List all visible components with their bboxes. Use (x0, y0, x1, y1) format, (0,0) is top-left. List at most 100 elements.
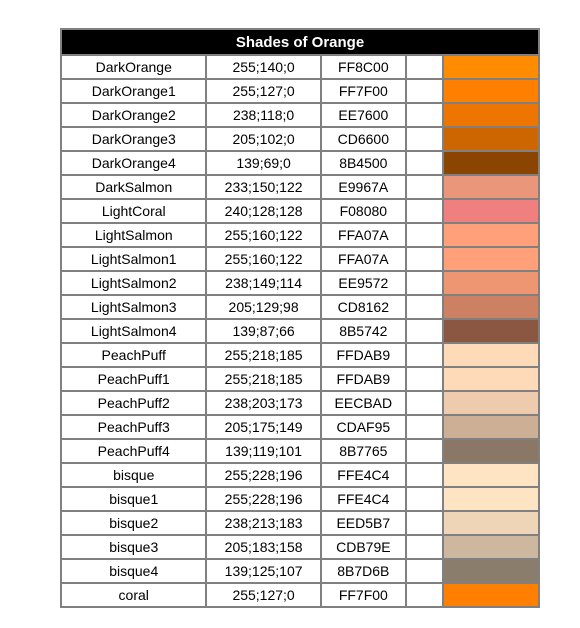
color-rgb-cell: 205;175;149 (206, 415, 320, 439)
color-swatch-cell (443, 463, 539, 487)
table-row: LightSalmon1255;160;122FFA07A (61, 247, 539, 271)
spacer-cell (406, 535, 443, 559)
color-rgb-cell: 139;87;66 (206, 319, 320, 343)
color-rgb-cell: 238;149;114 (206, 271, 320, 295)
spacer-cell (406, 79, 443, 103)
spacer-cell (406, 175, 443, 199)
color-hex-cell: CDAF95 (321, 415, 406, 439)
color-name-cell: LightSalmon1 (61, 247, 206, 271)
color-hex-cell: CDB79E (321, 535, 406, 559)
color-name-cell: LightCoral (61, 199, 206, 223)
spacer-cell (406, 559, 443, 583)
color-name-cell: LightSalmon (61, 223, 206, 247)
color-hex-cell: EE7600 (321, 103, 406, 127)
color-rgb-cell: 255;228;196 (206, 487, 320, 511)
color-rgb-cell: 255;127;0 (206, 79, 320, 103)
color-rgb-cell: 255;127;0 (206, 583, 320, 607)
color-swatch-cell (443, 127, 539, 151)
table-row: DarkOrange255;140;0FF8C00 (61, 55, 539, 79)
color-hex-cell: 8B4500 (321, 151, 406, 175)
table-row: bisque1255;228;196FFE4C4 (61, 487, 539, 511)
color-name-cell: LightSalmon4 (61, 319, 206, 343)
color-rgb-cell: 255;160;122 (206, 223, 320, 247)
color-rgb-cell: 139;119;101 (206, 439, 320, 463)
spacer-cell (406, 295, 443, 319)
color-rgb-cell: 233;150;122 (206, 175, 320, 199)
color-swatch-cell (443, 511, 539, 535)
color-swatch-cell (443, 103, 539, 127)
spacer-cell (406, 199, 443, 223)
table-row: bisque2238;213;183EED5B7 (61, 511, 539, 535)
color-name-cell: PeachPuff2 (61, 391, 206, 415)
color-name-cell: PeachPuff4 (61, 439, 206, 463)
color-name-cell: DarkOrange4 (61, 151, 206, 175)
spacer-cell (406, 391, 443, 415)
color-hex-cell: F08080 (321, 199, 406, 223)
color-hex-cell: CD8162 (321, 295, 406, 319)
table-row: DarkOrange3205;102;0CD6600 (61, 127, 539, 151)
color-rgb-cell: 240;128;128 (206, 199, 320, 223)
color-rgb-cell: 255;218;185 (206, 367, 320, 391)
color-name-cell: LightSalmon2 (61, 271, 206, 295)
color-swatch-cell (443, 247, 539, 271)
color-swatch-cell (443, 367, 539, 391)
spacer-cell (406, 271, 443, 295)
table-row: DarkSalmon233;150;122E9967A (61, 175, 539, 199)
color-rgb-cell: 139;125;107 (206, 559, 320, 583)
color-hex-cell: EECBAD (321, 391, 406, 415)
spacer-cell (406, 103, 443, 127)
color-swatch-cell (443, 535, 539, 559)
spacer-cell (406, 415, 443, 439)
table-row: bisque255;228;196FFE4C4 (61, 463, 539, 487)
table-row: bisque4139;125;1078B7D6B (61, 559, 539, 583)
color-rgb-cell: 238;118;0 (206, 103, 320, 127)
table-row: DarkOrange2238;118;0EE7600 (61, 103, 539, 127)
spacer-cell (406, 223, 443, 247)
table-row: coral255;127;0FF7F00 (61, 583, 539, 607)
table-row: DarkOrange4139;69;08B4500 (61, 151, 539, 175)
color-swatch-cell (443, 271, 539, 295)
color-name-cell: bisque2 (61, 511, 206, 535)
color-rgb-cell: 255;140;0 (206, 55, 320, 79)
spacer-cell (406, 367, 443, 391)
color-rgb-cell: 205;183;158 (206, 535, 320, 559)
spacer-cell (406, 127, 443, 151)
table-row: LightSalmon3205;129;98CD8162 (61, 295, 539, 319)
color-name-cell: bisque (61, 463, 206, 487)
table-row: PeachPuff255;218;185FFDAB9 (61, 343, 539, 367)
color-name-cell: bisque1 (61, 487, 206, 511)
spacer-cell (406, 319, 443, 343)
color-swatch-cell (443, 343, 539, 367)
color-swatch-cell (443, 487, 539, 511)
color-name-cell: bisque4 (61, 559, 206, 583)
color-swatch-cell (443, 415, 539, 439)
color-name-cell: DarkOrange2 (61, 103, 206, 127)
table-title: Shades of Orange (61, 29, 539, 55)
table-row: PeachPuff4139;119;1018B7765 (61, 439, 539, 463)
color-hex-cell: FFE4C4 (321, 487, 406, 511)
color-hex-cell: FFDAB9 (321, 367, 406, 391)
spacer-cell (406, 463, 443, 487)
color-name-cell: LightSalmon3 (61, 295, 206, 319)
color-name-cell: PeachPuff (61, 343, 206, 367)
color-swatch-cell (443, 439, 539, 463)
table-row: bisque3205;183;158CDB79E (61, 535, 539, 559)
color-hex-cell: FF7F00 (321, 79, 406, 103)
color-hex-cell: FF8C00 (321, 55, 406, 79)
spacer-cell (406, 55, 443, 79)
table-row: PeachPuff2238;203;173EECBAD (61, 391, 539, 415)
spacer-cell (406, 151, 443, 175)
table-row: PeachPuff3205;175;149CDAF95 (61, 415, 539, 439)
spacer-cell (406, 511, 443, 535)
table-row: LightSalmon255;160;122FFA07A (61, 223, 539, 247)
color-name-cell: PeachPuff1 (61, 367, 206, 391)
color-swatch-cell (443, 151, 539, 175)
table-title-row: Shades of Orange (61, 29, 539, 55)
color-swatch-cell (443, 583, 539, 607)
color-hex-cell: EE9572 (321, 271, 406, 295)
color-rgb-cell: 139;69;0 (206, 151, 320, 175)
spacer-cell (406, 343, 443, 367)
color-name-cell: DarkOrange (61, 55, 206, 79)
table-row: LightSalmon4139;87;668B5742 (61, 319, 539, 343)
spacer-cell (406, 247, 443, 271)
